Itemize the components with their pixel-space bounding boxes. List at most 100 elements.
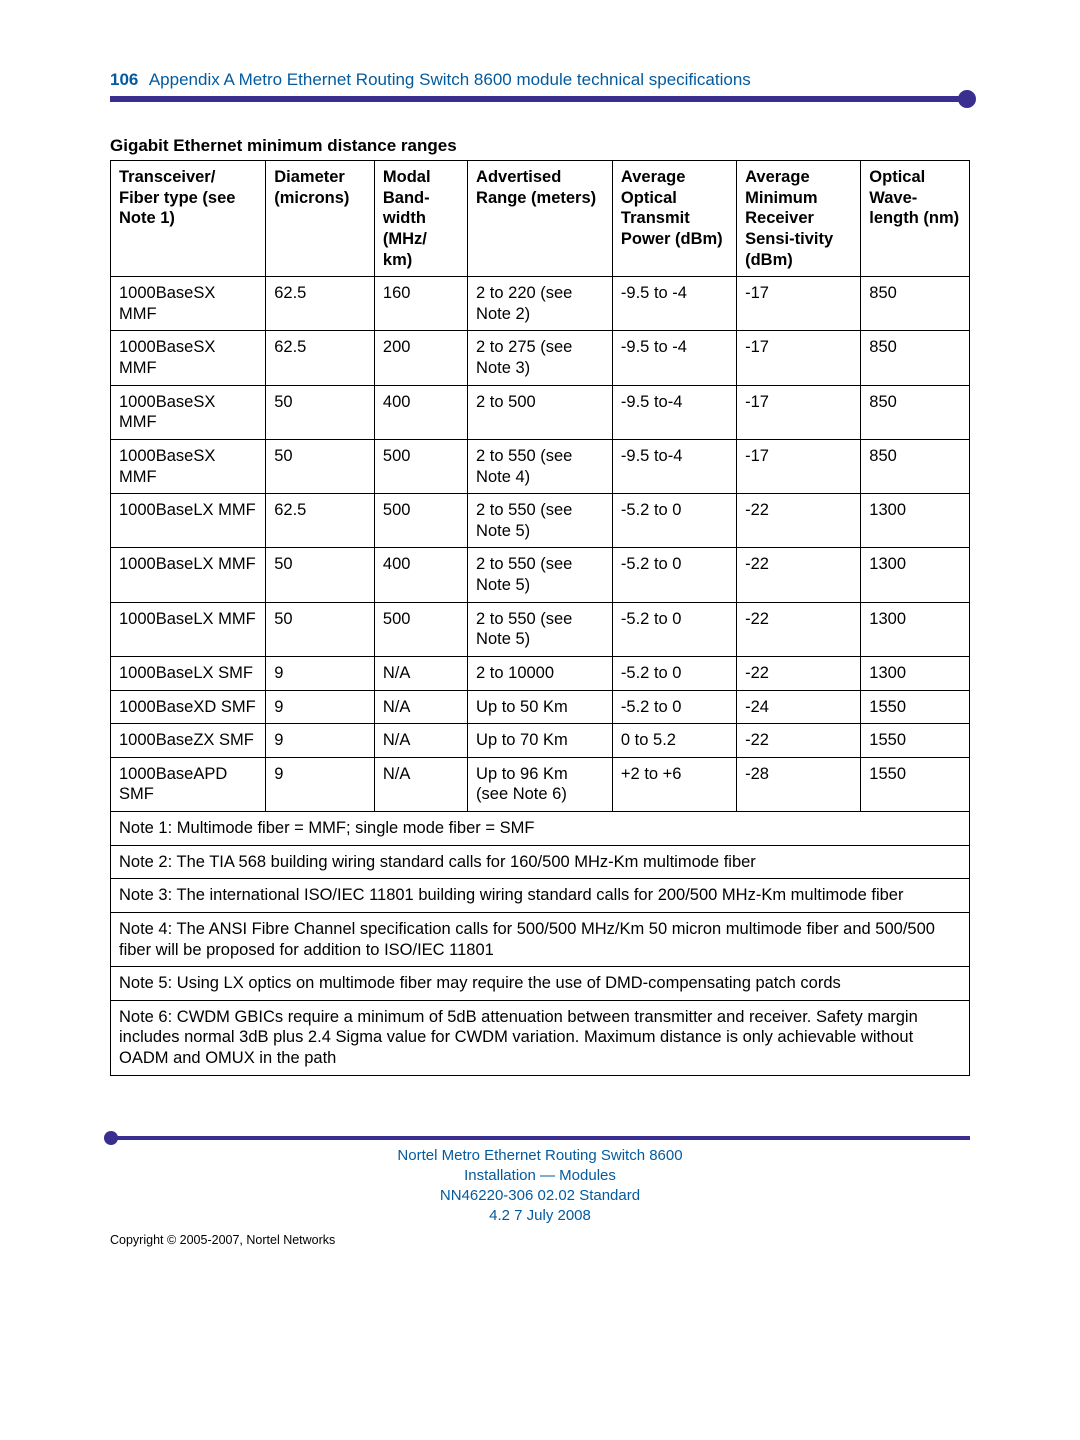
table-row: 1000BaseLX MMF504002 to 550 (see Note 5)… — [111, 548, 970, 602]
table-cell: -17 — [737, 331, 861, 385]
spec-table: Transceiver/ Fiber type (see Note 1)Diam… — [110, 160, 970, 1076]
table-cell: 2 to 10000 — [468, 656, 613, 690]
table-cell: 1550 — [861, 757, 970, 811]
table-cell: 9 — [266, 724, 375, 758]
table-cell: 400 — [374, 385, 467, 439]
table-cell: 9 — [266, 757, 375, 811]
table-cell: 500 — [374, 494, 467, 548]
note-row: Note 5: Using LX optics on multimode fib… — [111, 967, 970, 1001]
note-cell: Note 1: Multimode fiber = MMF; single mo… — [111, 812, 970, 846]
table-cell: 0 to 5.2 — [612, 724, 736, 758]
note-cell: Note 3: The international ISO/IEC 11801 … — [111, 879, 970, 913]
table-cell: -9.5 to -4 — [612, 277, 736, 331]
table-row: 1000BaseZX SMF9N/AUp to 70 Km0 to 5.2-22… — [111, 724, 970, 758]
table-cell: Up to 70 Km — [468, 724, 613, 758]
table-cell: 1000BaseZX SMF — [111, 724, 266, 758]
table-cell: 1000BaseSX MMF — [111, 439, 266, 493]
table-cell: 2 to 220 (see Note 2) — [468, 277, 613, 331]
table-cell: -22 — [737, 602, 861, 656]
table-cell: -9.5 to -4 — [612, 331, 736, 385]
column-header: Average Minimum Receiver Sensi-tivity (d… — [737, 161, 861, 277]
table-row: 1000BaseSX MMF504002 to 500-9.5 to-4-178… — [111, 385, 970, 439]
footer-line-3: NN46220-306 02.02 Standard — [110, 1186, 970, 1206]
table-cell: +2 to +6 — [612, 757, 736, 811]
column-header: Optical Wave-length (nm) — [861, 161, 970, 277]
note-cell: Note 4: The ANSI Fibre Channel specifica… — [111, 912, 970, 966]
table-cell: 50 — [266, 548, 375, 602]
table-cell: 62.5 — [266, 494, 375, 548]
table-cell: -5.2 to 0 — [612, 602, 736, 656]
note-cell: Note 5: Using LX optics on multimode fib… — [111, 967, 970, 1001]
note-row: Note 4: The ANSI Fibre Channel specifica… — [111, 912, 970, 966]
table-cell: 1000BaseLX MMF — [111, 494, 266, 548]
table-cell: 62.5 — [266, 331, 375, 385]
column-header: Transceiver/ Fiber type (see Note 1) — [111, 161, 266, 277]
table-cell: 1000BaseLX MMF — [111, 602, 266, 656]
note-row: Note 6: CWDM GBICs require a minimum of … — [111, 1000, 970, 1075]
table-cell: 1550 — [861, 724, 970, 758]
table-cell: -5.2 to 0 — [612, 690, 736, 724]
table-row: 1000BaseLX MMF505002 to 550 (see Note 5)… — [111, 602, 970, 656]
note-cell: Note 2: The TIA 568 building wiring stan… — [111, 845, 970, 879]
table-cell: 9 — [266, 656, 375, 690]
table-cell: N/A — [374, 724, 467, 758]
note-row: Note 1: Multimode fiber = MMF; single mo… — [111, 812, 970, 846]
table-row: 1000BaseLX SMF9N/A2 to 10000-5.2 to 0-22… — [111, 656, 970, 690]
table-cell: 50 — [266, 385, 375, 439]
table-cell: -17 — [737, 439, 861, 493]
table-cell: 850 — [861, 277, 970, 331]
table-cell: 160 — [374, 277, 467, 331]
footer-line-2: Installation — Modules — [110, 1166, 970, 1186]
table-cell: 1550 — [861, 690, 970, 724]
table-notes: Note 1: Multimode fiber = MMF; single mo… — [111, 812, 970, 1076]
table-row: 1000BaseXD SMF9N/AUp to 50 Km-5.2 to 0-2… — [111, 690, 970, 724]
column-header: Advertised Range (meters) — [468, 161, 613, 277]
table-cell: -17 — [737, 385, 861, 439]
table-body: 1000BaseSX MMF62.51602 to 220 (see Note … — [111, 277, 970, 812]
table-cell: 500 — [374, 439, 467, 493]
table-cell: -22 — [737, 656, 861, 690]
table-row: 1000BaseSX MMF62.51602 to 220 (see Note … — [111, 277, 970, 331]
table-cell: N/A — [374, 690, 467, 724]
table-cell: 500 — [374, 602, 467, 656]
table-cell: 1000BaseXD SMF — [111, 690, 266, 724]
table-cell: 1300 — [861, 548, 970, 602]
note-cell: Note 6: CWDM GBICs require a minimum of … — [111, 1000, 970, 1075]
table-cell: 2 to 550 (see Note 5) — [468, 548, 613, 602]
table-cell: 1300 — [861, 656, 970, 690]
table-cell: 2 to 550 (see Note 5) — [468, 494, 613, 548]
table-cell: 1300 — [861, 494, 970, 548]
footer-line-4: 4.2 7 July 2008 — [110, 1206, 970, 1226]
header-rule — [110, 96, 970, 102]
table-cell: 9 — [266, 690, 375, 724]
footer-center: Nortel Metro Ethernet Routing Switch 860… — [110, 1146, 970, 1227]
copyright: Copyright © 2005-2007, Nortel Networks — [110, 1233, 970, 1247]
table-cell: -9.5 to-4 — [612, 385, 736, 439]
running-header: 106 Appendix A Metro Ethernet Routing Sw… — [110, 70, 970, 90]
table-cell: N/A — [374, 757, 467, 811]
column-header: Modal Band-width (MHz/ km) — [374, 161, 467, 277]
table-cell: 850 — [861, 331, 970, 385]
table-cell: 50 — [266, 602, 375, 656]
page: 106 Appendix A Metro Ethernet Routing Sw… — [0, 0, 1080, 1440]
table-cell: 1300 — [861, 602, 970, 656]
note-row: Note 2: The TIA 568 building wiring stan… — [111, 845, 970, 879]
table-cell: -17 — [737, 277, 861, 331]
note-row: Note 3: The international ISO/IEC 11801 … — [111, 879, 970, 913]
table-cell: -24 — [737, 690, 861, 724]
table-cell: -5.2 to 0 — [612, 494, 736, 548]
table-cell: 1000BaseAPD SMF — [111, 757, 266, 811]
table-cell: 2 to 550 (see Note 4) — [468, 439, 613, 493]
table-cell: 2 to 275 (see Note 3) — [468, 331, 613, 385]
table-row: 1000BaseSX MMF62.52002 to 275 (see Note … — [111, 331, 970, 385]
table-cell: -22 — [737, 548, 861, 602]
column-header: Diameter (microns) — [266, 161, 375, 277]
table-cell: 1000BaseSX MMF — [111, 331, 266, 385]
table-cell: 2 to 500 — [468, 385, 613, 439]
table-cell: -9.5 to-4 — [612, 439, 736, 493]
table-cell: -5.2 to 0 — [612, 548, 736, 602]
table-row: 1000BaseLX MMF62.55002 to 550 (see Note … — [111, 494, 970, 548]
table-cell: 200 — [374, 331, 467, 385]
table-row: 1000BaseAPD SMF9N/AUp to 96 Km (see Note… — [111, 757, 970, 811]
page-number: 106 — [110, 70, 138, 89]
